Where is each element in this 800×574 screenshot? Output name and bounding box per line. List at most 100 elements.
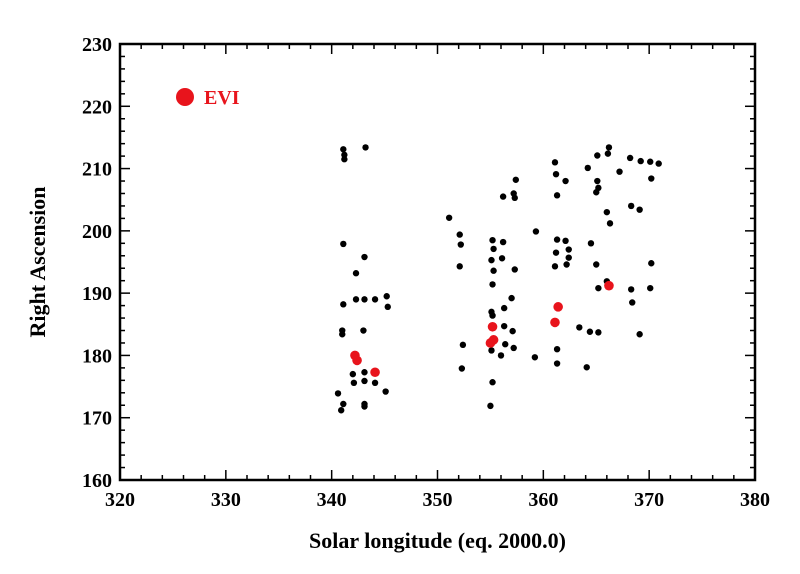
meteor-data-point bbox=[553, 192, 561, 199]
meteor-data-point bbox=[371, 379, 379, 387]
evi-data-point bbox=[488, 335, 499, 345]
x-tick-label: 370 bbox=[634, 489, 664, 511]
evi-data-point bbox=[553, 302, 563, 312]
meteor-data-point bbox=[636, 331, 643, 338]
meteor-data-point bbox=[551, 159, 559, 166]
meteor-data-point bbox=[594, 177, 601, 185]
meteor-data-point bbox=[551, 263, 559, 270]
meteor-data-point bbox=[532, 228, 540, 235]
meteor-data-point bbox=[603, 208, 611, 216]
meteor-data-point bbox=[489, 281, 496, 288]
meteor-data-point bbox=[456, 263, 463, 270]
meteor-data-point bbox=[499, 238, 507, 246]
meteor-data-point bbox=[576, 324, 583, 331]
meteor-data-point bbox=[510, 344, 517, 352]
meteor-data-point bbox=[584, 164, 591, 172]
meteor-data-point bbox=[383, 293, 390, 300]
meteor-data-point bbox=[627, 286, 635, 293]
y-tick-label: 230 bbox=[82, 34, 112, 56]
meteor-data-point bbox=[655, 160, 662, 167]
meteor-data-point bbox=[489, 379, 496, 386]
meteor-data-point bbox=[587, 240, 595, 247]
meteor-data-point bbox=[360, 327, 367, 334]
y-tick-label: 190 bbox=[82, 283, 112, 305]
meteor-data-point bbox=[352, 296, 360, 303]
meteor-data-point bbox=[511, 194, 518, 202]
y-axis-label: Right Ascension bbox=[25, 187, 50, 338]
y-tick-label: 180 bbox=[82, 345, 112, 367]
meteor-data-point bbox=[565, 254, 572, 261]
y-tick-label: 220 bbox=[82, 96, 112, 118]
meteor-data-point bbox=[497, 352, 505, 359]
meteor-data-point bbox=[490, 245, 497, 253]
meteor-data-point bbox=[361, 377, 368, 385]
x-tick-label: 320 bbox=[105, 489, 135, 511]
data-points bbox=[334, 144, 662, 414]
y-tick-label: 200 bbox=[82, 221, 112, 243]
meteor-data-point bbox=[382, 388, 389, 395]
tick-labels: 320 330 340 350 360 370 380 160 170 180 190 200 210 2… bbox=[82, 34, 770, 511]
meteor-data-point bbox=[337, 407, 345, 414]
x-tick-label: 340 bbox=[317, 489, 347, 511]
meteor-data-point bbox=[489, 237, 496, 244]
meteor-data-point bbox=[500, 322, 508, 330]
meteor-data-point bbox=[508, 294, 515, 302]
meteor-data-point bbox=[384, 303, 391, 311]
meteor-data-point bbox=[552, 249, 560, 256]
meteor-data-point bbox=[531, 354, 539, 361]
evi-data-point bbox=[370, 367, 380, 378]
meteor-data-point bbox=[629, 299, 636, 306]
legend-marker-evi bbox=[176, 88, 194, 106]
meteor-data-point bbox=[445, 214, 453, 221]
meteor-data-point bbox=[553, 360, 561, 367]
meteor-data-point bbox=[458, 365, 466, 372]
meteor-data-point bbox=[512, 176, 520, 183]
meteor-data-point bbox=[593, 261, 600, 268]
x-tick-label: 330 bbox=[211, 489, 241, 511]
meteor-data-point bbox=[339, 331, 346, 338]
meteor-data-point bbox=[562, 237, 569, 245]
meteor-data-point bbox=[340, 146, 347, 153]
meteor-data-point bbox=[340, 400, 347, 408]
meteor-data-point bbox=[594, 152, 601, 159]
meteor-data-point bbox=[648, 260, 655, 267]
meteor-data-point bbox=[636, 206, 643, 213]
x-tick-label: 350 bbox=[423, 489, 453, 511]
evi-data-point bbox=[604, 280, 614, 291]
meteor-data-point bbox=[553, 236, 561, 243]
meteor-data-point bbox=[627, 202, 635, 210]
evi-data-point bbox=[487, 321, 498, 332]
meteor-data-point bbox=[648, 175, 655, 182]
meteor-data-point bbox=[457, 241, 464, 248]
meteor-data-point bbox=[362, 144, 369, 151]
legend-label-evi: EVI bbox=[204, 87, 240, 109]
meteor-data-point bbox=[509, 327, 516, 335]
tick-marks bbox=[119, 43, 756, 481]
x-axis-label: Solar longitude (eq. 2000.0) bbox=[309, 528, 566, 553]
meteor-data-point bbox=[488, 256, 495, 264]
meteor-data-point bbox=[361, 400, 368, 408]
meteor-data-point bbox=[352, 270, 360, 277]
y-tick-label: 210 bbox=[82, 159, 112, 181]
meteor-data-point bbox=[456, 231, 463, 238]
y-tick-label: 160 bbox=[82, 470, 112, 492]
meteor-data-point bbox=[553, 346, 561, 353]
meteor-data-point bbox=[626, 154, 634, 162]
meteor-data-point bbox=[502, 341, 509, 348]
meteor-data-point bbox=[488, 347, 495, 354]
legend: EVI bbox=[176, 87, 240, 109]
meteor-data-point bbox=[340, 301, 347, 308]
meteor-data-point bbox=[595, 284, 602, 292]
meteor-data-point bbox=[586, 328, 594, 335]
meteor-data-point bbox=[565, 246, 572, 253]
meteor-data-point bbox=[371, 296, 379, 303]
meteor-data-point bbox=[606, 220, 614, 227]
meteor-data-point bbox=[499, 193, 507, 200]
meteor-data-point bbox=[500, 304, 508, 312]
meteor-data-point bbox=[562, 177, 569, 185]
meteor-data-point bbox=[341, 156, 348, 163]
x-tick-label: 380 bbox=[740, 489, 770, 511]
meteor-data-point bbox=[647, 284, 654, 292]
meteor-data-point bbox=[340, 240, 347, 248]
